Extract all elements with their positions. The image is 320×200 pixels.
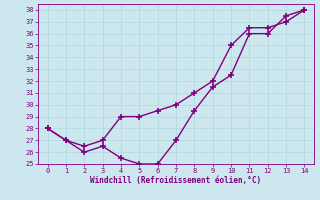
X-axis label: Windchill (Refroidissement éolien,°C): Windchill (Refroidissement éolien,°C) [91,176,261,185]
